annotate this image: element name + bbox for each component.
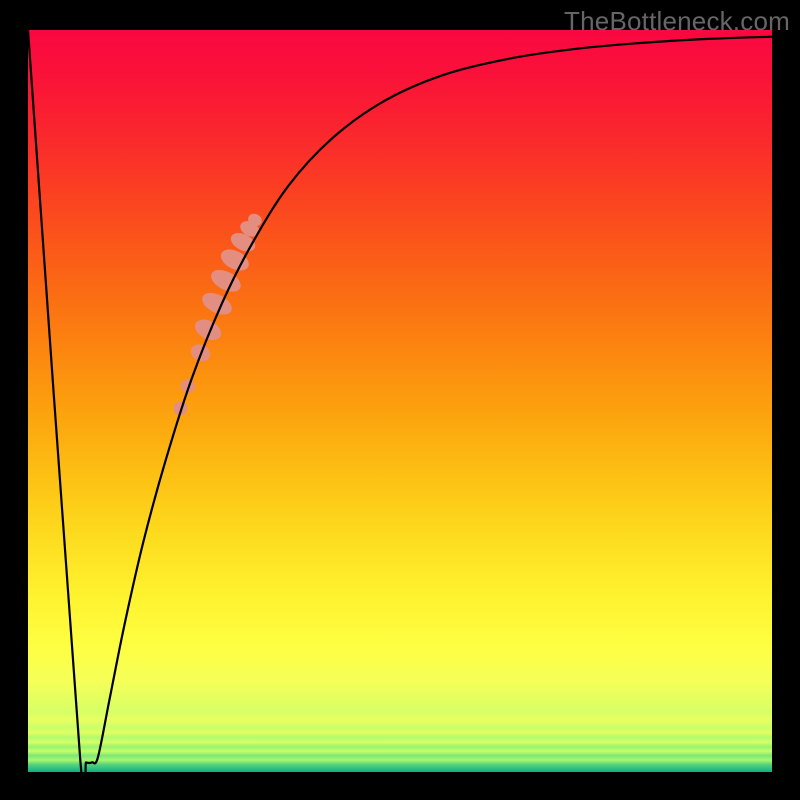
- curve-line: [28, 30, 772, 800]
- watermark-text: TheBottleneck.com: [564, 6, 790, 37]
- chart-stage: TheBottleneck.com: [0, 0, 800, 800]
- chart-svg: [0, 0, 800, 800]
- overlay-blob: [191, 315, 224, 344]
